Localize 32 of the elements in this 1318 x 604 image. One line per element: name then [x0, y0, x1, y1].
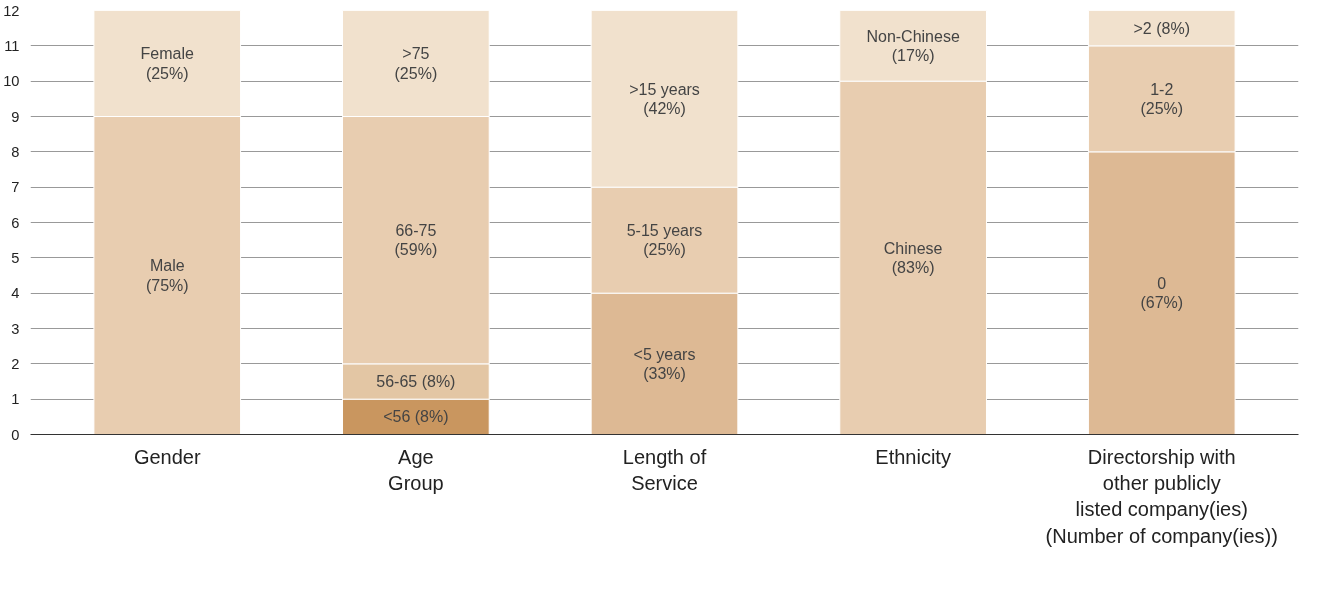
annotation: >15 years (42%) [629, 80, 700, 118]
y-tick-label: 0 [11, 426, 20, 443]
annotation: 1-2 (25%) [1140, 80, 1184, 118]
y-tick-label: 9 [11, 108, 20, 125]
y-tick-label: 5 [11, 249, 20, 266]
annotation: Male (75%) [145, 257, 189, 294]
y-tick-label: 8 [11, 143, 20, 160]
x-tick-label: Age Group [388, 445, 444, 494]
y-tick-label: 1 [11, 391, 20, 408]
x-tick-label: Directorship with other publicly listed company(ies) (Number of company(ies)) [1045, 445, 1278, 547]
x-tick-label: Length of Service [622, 445, 707, 494]
annotation: 66-75 (59%) [394, 221, 438, 259]
y-tick-label: 7 [11, 179, 20, 196]
y-tick-label: 3 [11, 320, 20, 337]
annotation: Chinese (83%) [883, 239, 943, 277]
annotation: 5-15 years (25%) [626, 221, 703, 259]
annotation: Female (25%) [140, 45, 195, 82]
annotation: >75 (25%) [394, 45, 438, 82]
annotation: <56 (8%) [383, 408, 449, 426]
x-tick-label: Gender [133, 445, 201, 468]
annotation: 56-65 (8%) [376, 373, 456, 390]
y-tick-label: 12 [3, 2, 20, 19]
y-tick-label: 10 [3, 73, 20, 90]
annotation: 0 (67%) [1140, 274, 1184, 312]
y-tick-label: 11 [4, 37, 20, 54]
annotation: Non-Chinese (17%) [866, 27, 960, 65]
x-tick-label: Ethnicity [875, 445, 951, 468]
y-tick-label: 2 [11, 355, 20, 372]
y-tick-label: 6 [11, 214, 20, 231]
y-tick-label: 4 [11, 285, 20, 302]
annotation: >2 (8%) [1133, 19, 1190, 37]
annotation: <5 years (33%) [633, 345, 696, 383]
